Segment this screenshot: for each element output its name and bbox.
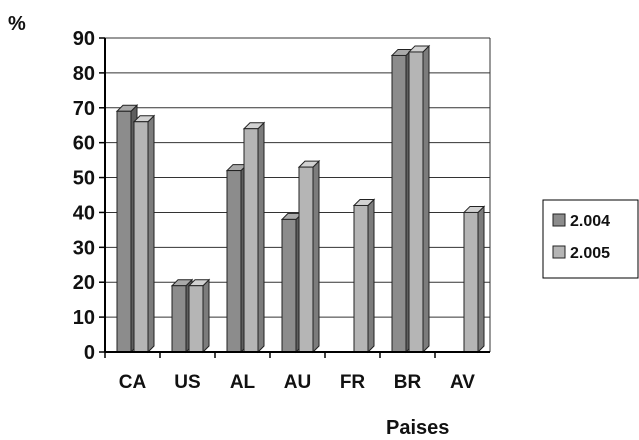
axes <box>99 37 491 358</box>
x-tick-labels: CA US AL AU FR BR AV <box>119 372 476 393</box>
bar-front <box>281 218 297 353</box>
x-tick-label: BR <box>394 372 422 393</box>
bar-side <box>367 198 375 354</box>
y-tick-label: 30 <box>73 237 95 259</box>
bar <box>187 278 211 354</box>
y-tick-label: 50 <box>73 168 95 190</box>
bar-side <box>257 121 265 354</box>
bar-front <box>188 285 204 353</box>
bar-front <box>463 211 479 353</box>
bar-front <box>226 170 242 353</box>
bar <box>462 205 486 354</box>
x-tick-label: AU <box>284 372 311 393</box>
bar <box>242 121 266 354</box>
bar-front <box>353 204 369 353</box>
bar-side <box>147 114 155 354</box>
legend-swatch <box>552 245 566 259</box>
y-axis-title: % <box>8 13 26 35</box>
y-tick-label: 0 <box>84 342 95 364</box>
bar-side <box>202 278 210 354</box>
legend: 2.004 2.005 <box>542 199 639 279</box>
y-tick-label: 70 <box>73 98 95 120</box>
bar-front <box>298 166 314 353</box>
bar-front <box>133 121 149 353</box>
y-tick-label: 20 <box>73 272 95 294</box>
y-tick-label: 60 <box>73 133 95 155</box>
legend-label: 2.005 <box>570 245 610 262</box>
y-tick-label: 80 <box>73 63 95 85</box>
bar-front <box>116 110 132 353</box>
bar <box>407 44 431 354</box>
bar <box>352 198 376 354</box>
x-tick-label: US <box>174 372 200 393</box>
x-tick-label: AV <box>450 372 475 393</box>
y-tick-label: 40 <box>73 202 95 224</box>
bar-front <box>171 285 187 353</box>
x-tick-label: FR <box>340 372 366 393</box>
legend-label: 2.004 <box>570 213 610 230</box>
bar-front <box>391 54 407 353</box>
bars-group <box>115 44 486 354</box>
bar-side <box>422 44 430 354</box>
x-axis-title: Paises <box>386 417 449 439</box>
y-tick-label: 10 <box>73 307 95 329</box>
bar <box>297 159 321 354</box>
y-tick-labels: 0 10 20 30 40 50 60 70 80 90 <box>73 28 95 364</box>
legend-box <box>542 199 639 279</box>
bar-side <box>477 205 485 354</box>
x-tick-label: CA <box>119 372 147 393</box>
bar-front <box>243 128 259 353</box>
bar <box>132 114 156 354</box>
x-tick-label: AL <box>230 372 256 393</box>
bar-side <box>312 159 320 354</box>
y-tick-label: 90 <box>73 28 95 50</box>
bar-front <box>408 51 424 353</box>
legend-swatch <box>552 213 566 227</box>
